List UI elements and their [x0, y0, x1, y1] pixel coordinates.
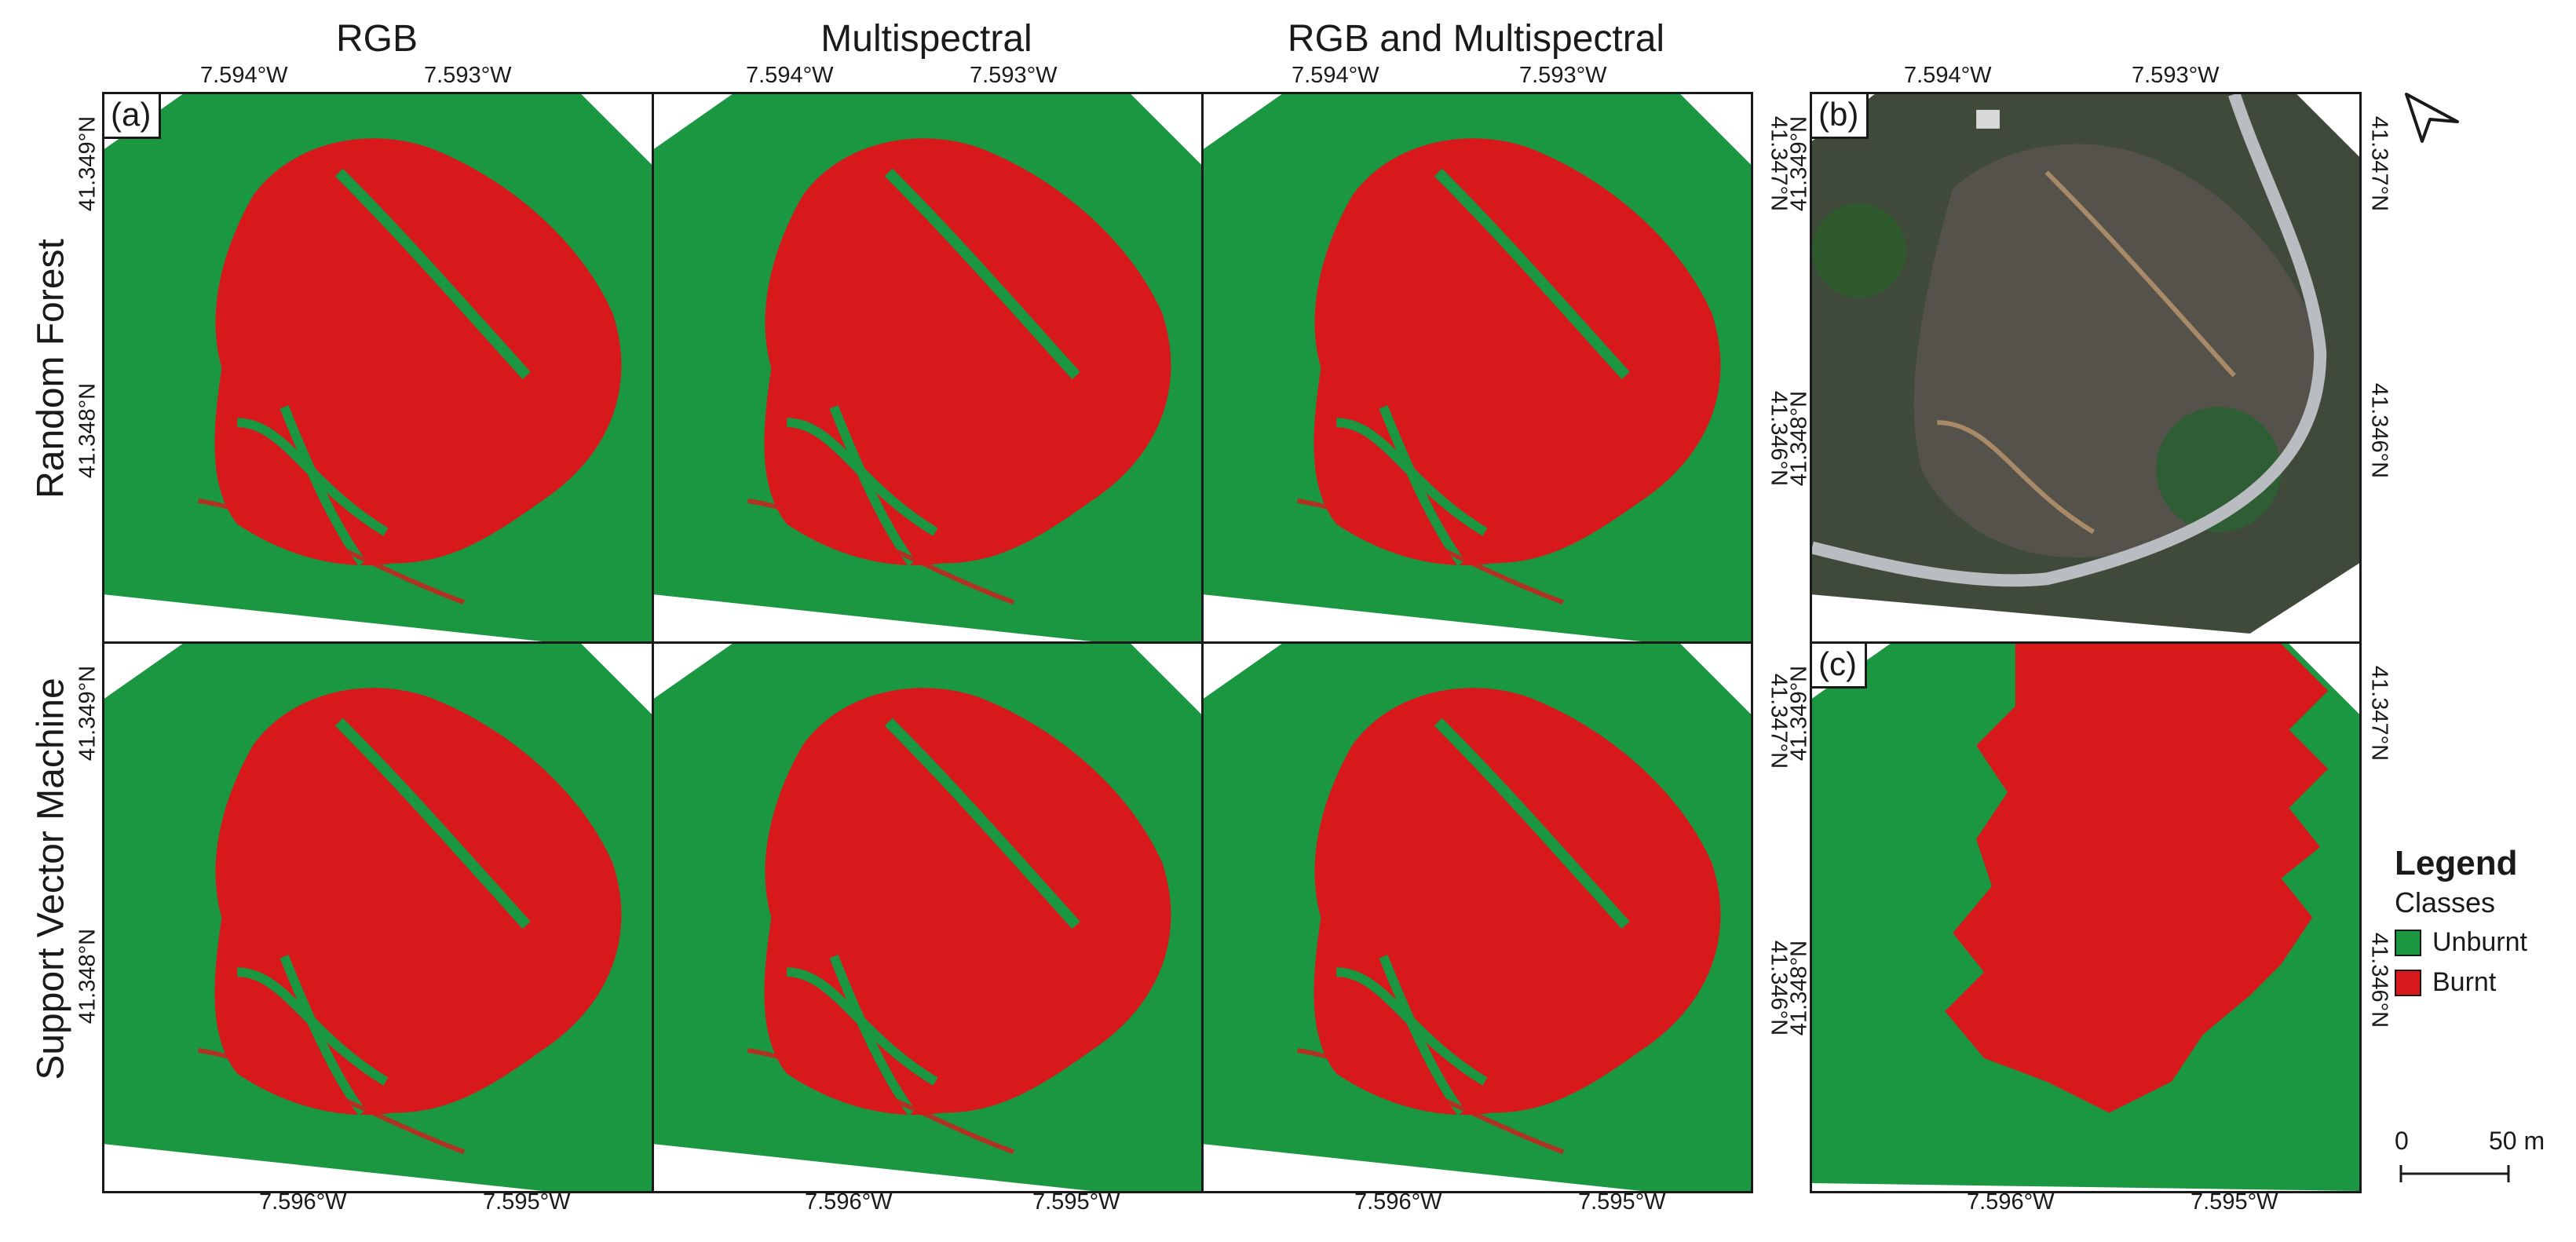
legend-swatch [2395, 929, 2421, 956]
row-label-random-forest: Random Forest [30, 239, 72, 499]
top-lon-tick: 7.594°W [200, 63, 288, 88]
bottom-lon-tick: 7.595°W [2191, 1189, 2278, 1215]
map-svm-rgb-multispectral [1201, 641, 1753, 1193]
scale-bar [2399, 1165, 2510, 1182]
row-label-support-vector-machine: Support Vector Machine [30, 678, 72, 1080]
legend-item-unburnt: Unburnt [2395, 927, 2567, 958]
map-svm-rgb [102, 641, 654, 1193]
scale-start-label: 0 [2395, 1127, 2409, 1155]
legend-label: Unburnt [2432, 927, 2527, 957]
classification-map [654, 94, 1201, 641]
column-title-rgb: RGB [335, 18, 418, 60]
bottom-lon-tick: 7.596°W [1354, 1189, 1442, 1215]
bottom-lon-tick: 7.596°W [805, 1189, 893, 1215]
left-lat-tick: 41.348°N [1786, 390, 1812, 487]
map-random-forest-rgb-multispectral [1201, 92, 1753, 644]
top-lon-tick: 7.594°W [1292, 63, 1379, 88]
top-lon-tick: 7.594°W [746, 63, 834, 88]
panel-label-c: (c) [1812, 644, 1867, 689]
classification-map [1204, 644, 1751, 1191]
classification-map [104, 644, 652, 1191]
column-title-multispectral: Multispectral [820, 18, 1032, 60]
classification-map [1204, 94, 1751, 641]
legend-swatch [2395, 969, 2421, 996]
top-lon-tick: 7.593°W [970, 63, 1058, 88]
legend-label: Burnt [2432, 967, 2497, 997]
map-random-forest-multispectral [652, 92, 1204, 644]
bottom-lon-tick: 7.595°W [1032, 1189, 1120, 1215]
panel-label-a: (a) [104, 94, 162, 139]
bottom-lon-tick: 7.595°W [1578, 1189, 1666, 1215]
right-lat-tick: 41.346°N [2366, 382, 2392, 479]
bottom-lon-tick: 7.596°W [1967, 1189, 2055, 1215]
scale-end-label: 50 m [2489, 1127, 2545, 1155]
orthophoto-panel: (b) [1810, 92, 2362, 644]
reference-map-panel: (c) [1810, 641, 2362, 1193]
map-svm-multispectral [652, 641, 1204, 1193]
bottom-lon-tick: 7.595°W [483, 1189, 571, 1215]
top-lon-tick: 7.593°W [1519, 63, 1607, 88]
right-lat-tick: 41.347°N [2366, 115, 2392, 212]
left-lat-tick: 41.349°N [1786, 665, 1812, 762]
legend: Legend Classes Unburnt Burnt [2395, 844, 2567, 998]
top-lon-tick: 7.593°W [424, 63, 512, 88]
classification-map [654, 644, 1201, 1191]
left-lat-tick: 41.348°N [1786, 940, 1812, 1036]
bottom-lon-tick: 7.596°W [259, 1189, 347, 1215]
right-lat-tick: 41.347°N [2366, 665, 2392, 762]
map-random-forest-rgb: (a) [102, 92, 654, 644]
left-lat-tick: 41.349°N [75, 665, 100, 762]
column-title-rgb-and-multispectral: RGB and Multispectral [1287, 18, 1665, 60]
left-lat-tick: 41.349°N [75, 115, 100, 212]
north-arrow-icon [2405, 93, 2459, 143]
orthophoto-image [1812, 94, 2359, 641]
left-lat-tick: 41.349°N [1786, 115, 1812, 212]
left-lat-tick: 41.348°N [75, 928, 100, 1025]
classification-map [104, 94, 652, 641]
reference-map [1812, 644, 2359, 1191]
right-lat-tick: 41.346°N [2366, 932, 2392, 1028]
top-lon-tick: 7.594°W [1904, 63, 1992, 88]
left-lat-tick: 41.348°N [75, 382, 100, 479]
legend-title: Legend [2395, 844, 2518, 882]
legend-item-burnt: Burnt [2395, 967, 2567, 998]
legend-subtitle: Classes [2395, 886, 2496, 919]
top-lon-tick: 7.593°W [2132, 63, 2220, 88]
panel-label-b: (b) [1812, 94, 1869, 139]
